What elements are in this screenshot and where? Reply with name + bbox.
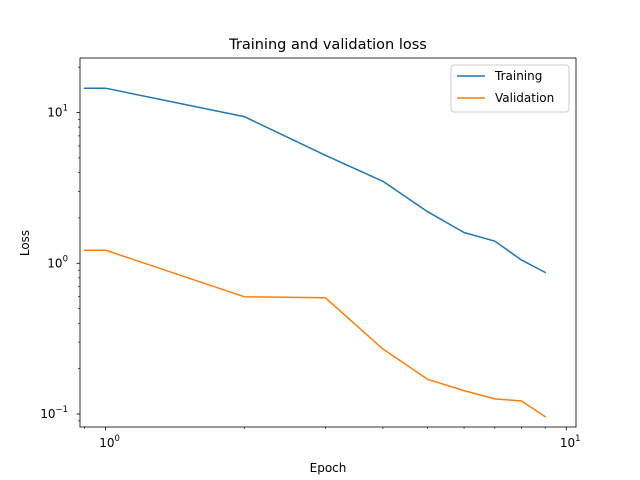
x-tick-label: 101 — [560, 434, 581, 450]
major-ticks: 100 101 10−1 100 101 — [40, 104, 580, 450]
series-line-training — [83, 87, 547, 274]
plot-area — [80, 58, 576, 427]
x-tick-label: 100 — [99, 434, 120, 450]
series-line-validation — [83, 249, 547, 418]
legend-label-validation: Validation — [495, 91, 554, 105]
chart-title: Training and validation loss — [228, 37, 427, 53]
y-tick-label: 101 — [47, 104, 68, 120]
x-axis-label: Epoch — [310, 461, 347, 475]
y-axis-label: Loss — [18, 230, 32, 256]
series-layer — [83, 87, 547, 418]
y-tick-label: 10−1 — [40, 405, 68, 421]
legend-label-training: Training — [494, 69, 542, 83]
legend: Training Validation — [450, 64, 570, 113]
plot-frame — [79, 57, 577, 428]
y-tick-label: 100 — [47, 254, 68, 270]
